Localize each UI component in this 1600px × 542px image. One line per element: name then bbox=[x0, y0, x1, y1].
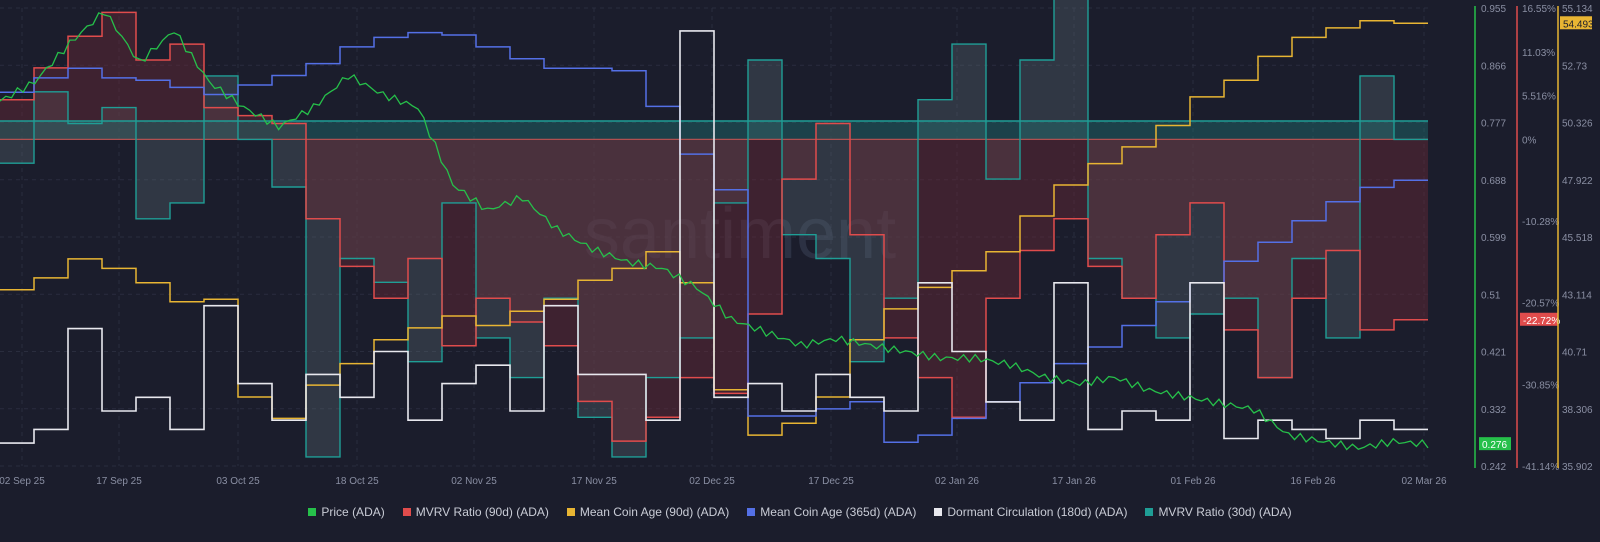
svg-text:0.955: 0.955 bbox=[1481, 4, 1506, 15]
svg-text:18 Oct 25: 18 Oct 25 bbox=[335, 476, 379, 487]
legend-swatch-icon bbox=[934, 508, 943, 516]
svg-text:54.493: 54.493 bbox=[1563, 19, 1594, 30]
svg-text:17 Jan 26: 17 Jan 26 bbox=[1052, 476, 1096, 487]
svg-text:5.516%: 5.516% bbox=[1522, 92, 1556, 103]
svg-text:50.326: 50.326 bbox=[1562, 119, 1593, 130]
x-axis: 02 Sep 25 17 Sep 25 03 Oct 25 18 Oct 25 02 N… bbox=[0, 476, 1447, 487]
legend-item-mean-coin-age-90d[interactable]: Mean Coin Age (90d) (ADA) bbox=[566, 502, 729, 522]
svg-text:17 Sep 25: 17 Sep 25 bbox=[96, 476, 142, 487]
legend-item-mvrv-30d[interactable]: MVRV Ratio (30d) (ADA) bbox=[1145, 502, 1292, 522]
svg-text:16.55%: 16.55% bbox=[1522, 4, 1556, 15]
chart-legend: Price (ADA) MVRV Ratio (90d) (ADA) Mean … bbox=[0, 502, 1600, 522]
svg-text:02 Sep 25: 02 Sep 25 bbox=[0, 476, 45, 487]
legend-item-mvrv-90d[interactable]: MVRV Ratio (90d) (ADA) bbox=[402, 502, 549, 522]
svg-text:-30.85%: -30.85% bbox=[1522, 380, 1559, 391]
svg-text:17 Nov 25: 17 Nov 25 bbox=[571, 476, 617, 487]
svg-text:0.51: 0.51 bbox=[1481, 290, 1501, 301]
svg-text:0%: 0% bbox=[1522, 135, 1537, 146]
svg-text:02 Nov 25: 02 Nov 25 bbox=[451, 476, 497, 487]
chart-plot[interactable]: santiment 0.9550.8660.7770.6880.5990.510… bbox=[0, 0, 1600, 500]
svg-text:0.242: 0.242 bbox=[1481, 462, 1506, 473]
svg-text:-10.28%: -10.28% bbox=[1522, 217, 1559, 228]
legend-item-price[interactable]: Price (ADA) bbox=[308, 502, 385, 522]
svg-text:17 Dec 25: 17 Dec 25 bbox=[808, 476, 854, 487]
svg-text:0.332: 0.332 bbox=[1481, 405, 1506, 416]
svg-text:0.421: 0.421 bbox=[1481, 348, 1506, 359]
svg-text:47.922: 47.922 bbox=[1562, 176, 1593, 187]
y-axes: 0.955 0.866 0.777 0.688 0.599 0.51 0.421 0.332 0… bbox=[1474, 4, 1594, 473]
legend-swatch-icon bbox=[1145, 508, 1154, 516]
svg-text:02 Jan 26: 02 Jan 26 bbox=[935, 476, 979, 487]
svg-text:43.114: 43.114 bbox=[1562, 290, 1592, 301]
svg-text:55.134: 55.134 bbox=[1562, 4, 1593, 15]
svg-text:0.599: 0.599 bbox=[1481, 233, 1506, 244]
legend-item-dormant-circulation[interactable]: Dormant Circulation (180d) (ADA) bbox=[934, 502, 1127, 522]
svg-text:02 Dec 25: 02 Dec 25 bbox=[689, 476, 735, 487]
svg-text:0.688: 0.688 bbox=[1481, 176, 1506, 187]
svg-text:03 Oct 25: 03 Oct 25 bbox=[216, 476, 260, 487]
svg-text:02 Mar 26: 02 Mar 26 bbox=[1401, 476, 1446, 487]
svg-text:0.276: 0.276 bbox=[1482, 440, 1507, 451]
legend-swatch-icon bbox=[566, 508, 575, 516]
svg-text:38.306: 38.306 bbox=[1562, 405, 1593, 416]
legend-swatch-icon bbox=[308, 508, 317, 516]
watermark: santiment bbox=[584, 194, 896, 274]
legend-swatch-icon bbox=[747, 508, 756, 516]
svg-text:45.518: 45.518 bbox=[1562, 233, 1593, 244]
svg-text:52.73: 52.73 bbox=[1562, 61, 1587, 72]
legend-swatch-icon bbox=[402, 508, 411, 516]
svg-text:01 Feb 26: 01 Feb 26 bbox=[1170, 476, 1215, 487]
svg-text:16 Feb 26: 16 Feb 26 bbox=[1290, 476, 1335, 487]
svg-text:-41.14%: -41.14% bbox=[1522, 462, 1559, 473]
svg-text:-20.57%: -20.57% bbox=[1522, 299, 1559, 310]
series-lines bbox=[0, 0, 1429, 458]
svg-text:-22.72%: -22.72% bbox=[1523, 316, 1560, 327]
svg-text:0.866: 0.866 bbox=[1481, 61, 1506, 72]
svg-text:0.777: 0.777 bbox=[1481, 119, 1506, 130]
svg-text:40.71: 40.71 bbox=[1562, 348, 1587, 359]
legend-item-mean-coin-age-365d[interactable]: Mean Coin Age (365d) (ADA) bbox=[747, 502, 916, 522]
svg-text:35.902: 35.902 bbox=[1562, 462, 1593, 473]
svg-text:11.03%: 11.03% bbox=[1522, 48, 1555, 59]
